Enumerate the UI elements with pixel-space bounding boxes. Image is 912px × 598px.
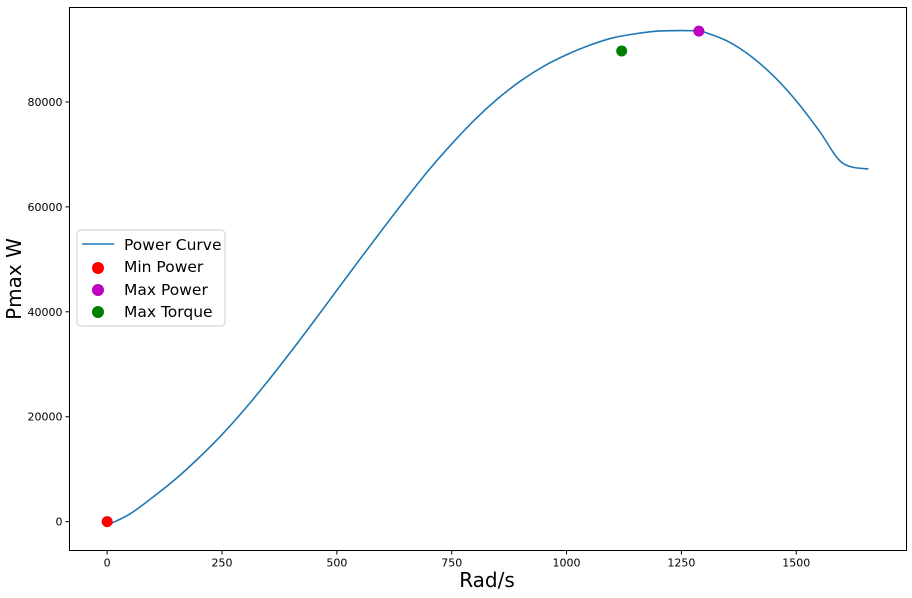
y-axis: 0 20000 40000 60000 80000 xyxy=(28,96,70,529)
legend-label-max-power: Max Power xyxy=(124,281,208,299)
point-max-power xyxy=(693,25,705,37)
y-tick-label: 60000 xyxy=(28,201,63,214)
x-axis: 0 250 500 750 1000 1250 1500 xyxy=(104,550,810,570)
legend-swatch-min-power xyxy=(92,262,104,274)
y-tick-label: 0 xyxy=(56,516,63,529)
legend-swatch-max-power xyxy=(92,284,104,296)
x-tick-label: 750 xyxy=(441,557,462,570)
y-tick-label: 40000 xyxy=(28,306,63,319)
point-min-power xyxy=(101,516,113,528)
point-max-torque xyxy=(616,45,628,57)
legend-label-max-torque: Max Torque xyxy=(124,303,213,321)
x-axis-title: Rad/s xyxy=(459,568,515,592)
y-axis-title: Pmax W xyxy=(2,238,26,320)
y-tick-label: 80000 xyxy=(28,96,63,109)
y-tick-label: 20000 xyxy=(28,411,63,424)
series-line-power-curve xyxy=(106,29,869,527)
points-layer xyxy=(101,25,705,528)
legend-swatch-max-torque xyxy=(92,306,104,318)
legend-label-min-power: Min Power xyxy=(124,258,204,276)
x-tick-label: 500 xyxy=(326,557,347,570)
legend-label-power-curve: Power Curve xyxy=(124,236,222,254)
x-tick-label: 1000 xyxy=(553,557,581,570)
x-tick-label: 1500 xyxy=(782,557,810,570)
legend-box xyxy=(76,229,226,327)
series-layer xyxy=(106,29,869,527)
x-tick-label: 1250 xyxy=(667,557,695,570)
x-tick-label: 0 xyxy=(104,557,111,570)
x-tick-label: 250 xyxy=(212,557,233,570)
legend: Power Curve Min Power Max Power Max Torq… xyxy=(76,229,226,327)
